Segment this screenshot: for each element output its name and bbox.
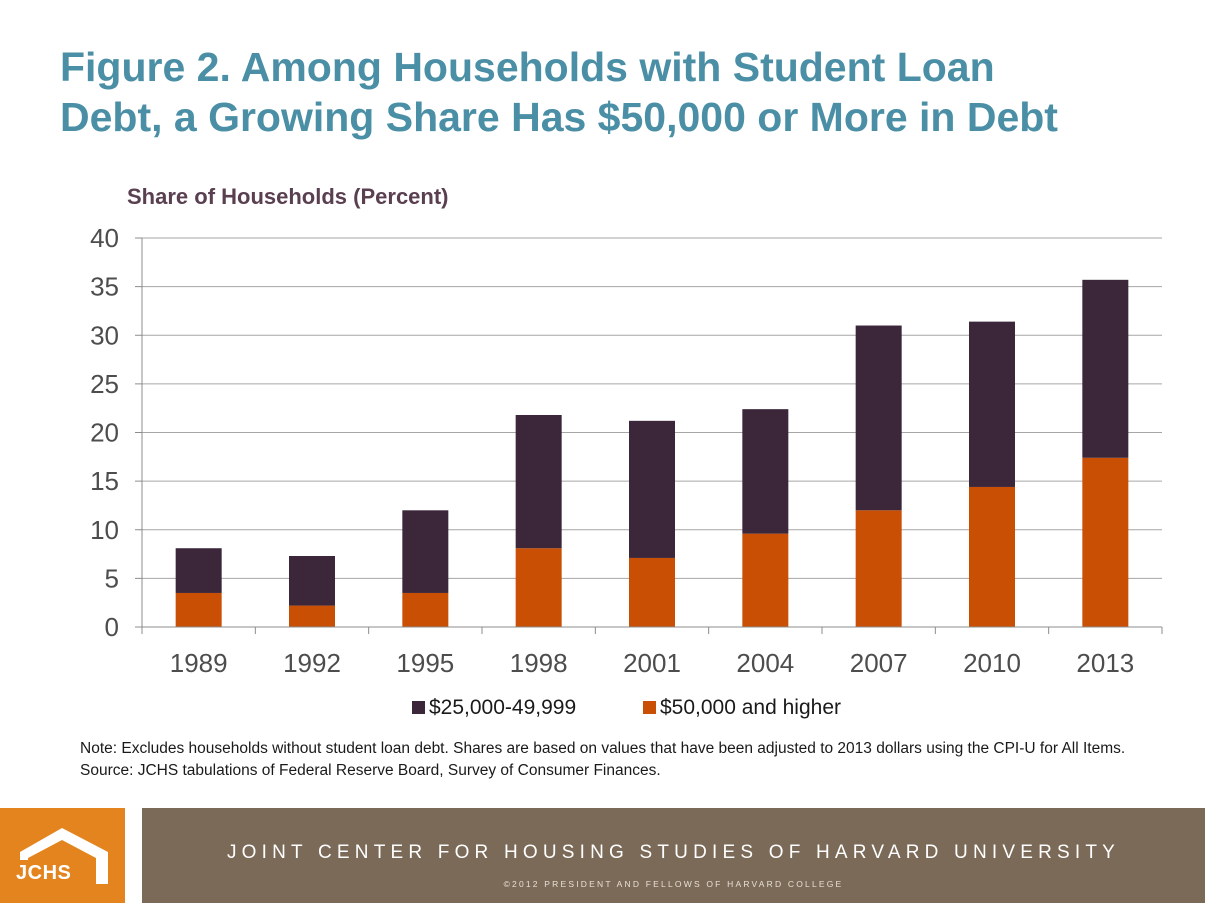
bar-25000-49999	[515, 414, 562, 549]
bar-25000-49999	[742, 409, 789, 534]
legend: $25,000-49,999 $50,000 and higher	[412, 696, 841, 719]
legend-swatch	[412, 701, 425, 714]
y-tick-label: 35	[90, 272, 119, 302]
bar-25000-49999	[175, 548, 222, 593]
x-tick-label: 1998	[510, 648, 568, 678]
x-axis	[141, 626, 1163, 634]
x-tick-label: 2007	[850, 648, 908, 678]
bar-25000-49999	[969, 321, 1015, 487]
bar-50000-plus	[969, 486, 1015, 627]
title-line-2: Debt, a Growing Share Has $50,000 or Mor…	[60, 94, 1058, 140]
title-line-1: Figure 2. Among Households with Student …	[60, 44, 995, 90]
bar-25000-49999	[1082, 279, 1129, 458]
bar-50000-plus	[742, 533, 789, 627]
bar-50000-plus	[855, 510, 902, 627]
note-text: Note: Excludes households without studen…	[80, 740, 1126, 757]
x-tick-labels: 1989 1992 1995 1998 2001 2004 2007 2010 2013	[170, 648, 1135, 678]
house-icon	[20, 828, 108, 884]
y-tick-label: 10	[90, 515, 119, 545]
y-tick-label: 40	[90, 223, 119, 253]
copyright: ©2012 PRESIDENT AND FELLOWS OF HARVARD C…	[503, 879, 844, 889]
x-tick-label: 1989	[170, 648, 228, 678]
source-text: Source: JCHS tabulations of Federal Rese…	[80, 762, 661, 779]
legend-label: $50,000 and higher	[660, 696, 841, 719]
y-axis-title: Share of Households (Percent)	[127, 184, 449, 209]
logo-text: JCHS	[16, 862, 72, 884]
x-tick-label: 2010	[963, 648, 1021, 678]
bar-50000-plus	[1082, 457, 1129, 627]
x-tick-label: 1995	[396, 648, 454, 678]
bar-50000-plus	[515, 548, 562, 627]
bars	[175, 279, 1129, 627]
bar-50000-plus	[402, 592, 449, 627]
y-tick-label: 0	[105, 612, 119, 642]
jchs-logo: JCHS	[0, 808, 125, 903]
legend-swatch	[643, 701, 656, 714]
organization-name: JOINT CENTER FOR HOUSING STUDIES OF HARV…	[226, 842, 1121, 863]
y-tick-labels: 0 5 10 15 20 25 30 35 40	[90, 223, 119, 642]
legend-label: $25,000-49,999	[429, 696, 576, 719]
bar-50000-plus	[629, 557, 675, 627]
bar-25000-49999	[629, 420, 675, 558]
page-title: Figure 2. Among Households with Student …	[60, 42, 1160, 142]
footer-band: JOINT CENTER FOR HOUSING STUDIES OF HARV…	[142, 808, 1205, 903]
bar-25000-49999	[402, 510, 449, 593]
x-tick-label: 2004	[736, 648, 794, 678]
bar-50000-plus	[175, 592, 222, 627]
y-tick-label: 20	[90, 418, 119, 448]
y-tick-label: 25	[90, 369, 119, 399]
chart-note: Note: Excludes households without studen…	[80, 738, 1140, 782]
bar-50000-plus	[289, 605, 335, 627]
bar-25000-49999	[855, 325, 902, 511]
y-tick-label: 30	[90, 320, 119, 350]
x-tick-label: 2001	[623, 648, 681, 678]
stacked-bar-chart: Share of Households (Percent) 0 5 10 15 20 25…	[90, 184, 1163, 719]
bar-25000-49999	[289, 556, 335, 606]
x-tick-label: 1992	[283, 648, 341, 678]
y-tick-label: 15	[90, 466, 119, 496]
x-tick-label: 2013	[1076, 648, 1134, 678]
y-tick-label: 5	[105, 563, 119, 593]
